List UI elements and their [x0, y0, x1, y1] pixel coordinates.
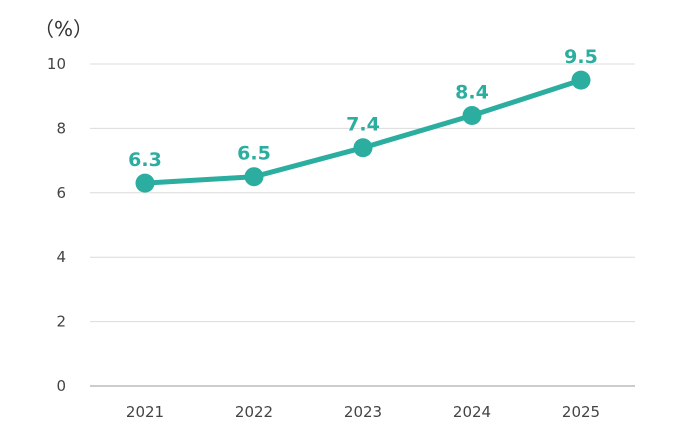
data-label-2022: 6.5 [237, 143, 271, 165]
x-tick-label-2025: 2025 [562, 403, 600, 421]
x-tick-label-2022: 2022 [235, 403, 273, 421]
data-point-2024 [462, 106, 482, 126]
y-axis-ticks: 0 2 4 6 8 10 [47, 55, 66, 395]
data-point-2023 [353, 138, 373, 158]
series-growth [135, 70, 591, 193]
x-tick-label-2024: 2024 [453, 403, 491, 421]
y-tick-label-2: 2 [56, 313, 66, 331]
x-tick-label-2021: 2021 [126, 403, 164, 421]
y-tick-label-8: 8 [56, 119, 66, 137]
x-tick-label-2023: 2023 [344, 403, 382, 421]
data-point-2022 [244, 167, 264, 187]
data-label-2021: 6.3 [128, 149, 162, 171]
y-tick-label-10: 10 [47, 55, 66, 73]
data-point-2021 [135, 173, 155, 193]
y-tick-label-6: 6 [56, 184, 66, 202]
data-label-2023: 7.4 [346, 114, 380, 136]
data-labels: 6.3 6.5 7.4 8.4 9.5 [128, 46, 598, 171]
y-tick-label-4: 4 [56, 248, 66, 266]
x-axis-ticks: 2021 2022 2023 2024 2025 [126, 403, 600, 421]
gridlines [90, 63, 635, 387]
data-label-2025: 9.5 [564, 46, 598, 68]
y-axis-unit-label: （%） [34, 17, 93, 41]
y-tick-label-0: 0 [56, 377, 66, 395]
data-label-2024: 8.4 [455, 82, 489, 104]
data-point-2025 [571, 70, 591, 90]
